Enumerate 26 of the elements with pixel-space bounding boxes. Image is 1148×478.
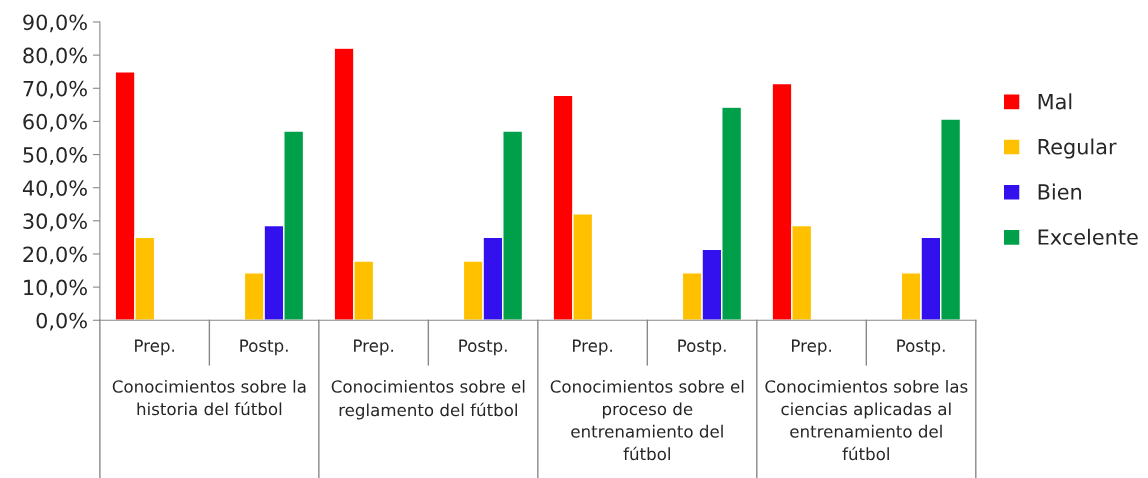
y-tick-label: 30,0% [23,213,87,232]
legend-label: Mal [1038,93,1072,110]
x-tick-label: Postp. [678,339,726,356]
x-tick-label: Postp. [240,339,288,356]
y-tick-label: 90,0% [23,14,87,33]
x-tick-label: Prep. [354,339,393,356]
text: Conocimientos sobre las ciencias aplicadas al entrenamiento del fútbol [765,379,968,461]
y-tick-label: 80,0% [23,47,87,66]
text: Conocimientos sobre el reglamento del fútbol [331,379,525,420]
text: Conocimientos sobre el proceso de entrenamiento del fútbol [550,379,744,461]
text: Conocimientos sobre la historia del fútbol [112,379,306,416]
x-tick-label: Postp. [459,339,507,356]
y-tick-label: 40,0% [22,180,87,199]
y-tick-label: 60,0% [23,113,87,132]
y-tick-label: 50,0% [23,147,87,165]
x-tick-label: Prep. [573,339,612,356]
y-tick-label: 0,0% [36,312,87,331]
y-tick-label: 70,0% [23,80,87,99]
y-tick-label: 10,0% [24,279,87,298]
x-tick-label: Prep. [135,339,175,356]
legend-label: Regular [1038,138,1117,159]
legend-label: Bien [1038,183,1081,200]
x-tick-label: Postp. [897,339,945,356]
legend-label: Excelente [1038,228,1138,245]
x-tick-label: Prep. [792,339,831,356]
y-tick-label: 20,0% [23,246,87,265]
